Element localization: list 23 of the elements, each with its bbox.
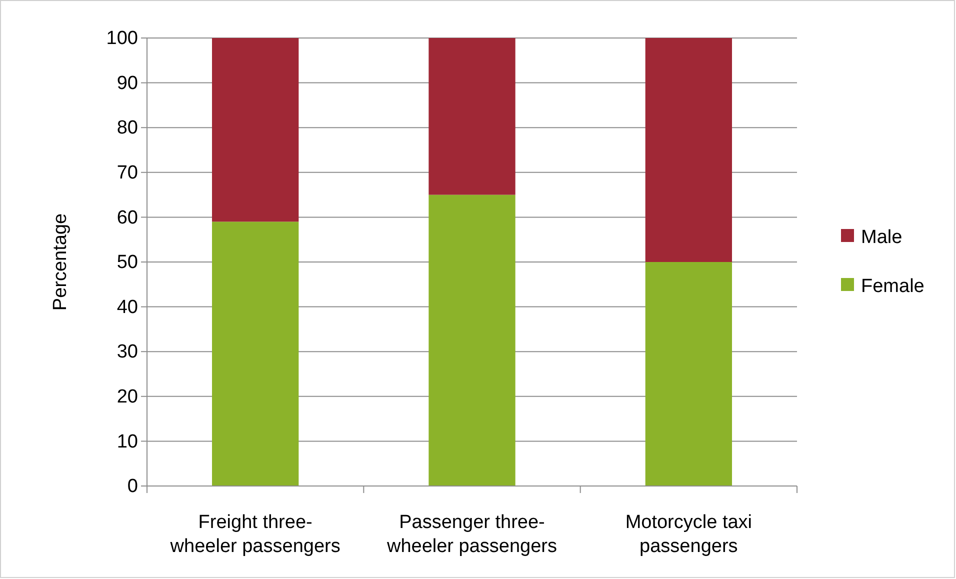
y-tick-label: 90 [116, 72, 138, 94]
y-tick-label: 70 [116, 162, 138, 184]
y-tick-label: 80 [116, 118, 138, 139]
bar [212, 222, 299, 486]
bar [212, 38, 299, 222]
y-axis-title: Percentage [50, 213, 71, 311]
y-tick-label: 0 [127, 476, 138, 498]
y-tick-label: 10 [116, 431, 138, 452]
legend-label: Male [861, 227, 902, 248]
y-tick-label: 40 [116, 296, 138, 318]
bar [645, 262, 732, 486]
x-tick-label: Motorcycle taxi passengers [625, 512, 752, 557]
y-tick-label: 100 [106, 28, 138, 50]
bar [428, 38, 516, 195]
legend-label: Female [861, 276, 924, 297]
x-tick-label: Passenger three-wheeler passengers [386, 512, 558, 557]
y-tick-label: 60 [116, 207, 138, 228]
y-tick-label: 50 [116, 252, 138, 274]
y-tick-label: 20 [116, 386, 138, 408]
bar [428, 194, 516, 486]
bar [645, 38, 732, 262]
y-tick-label: 30 [116, 342, 138, 363]
x-tick-label: Freight three-wheeler passengers [169, 512, 340, 557]
